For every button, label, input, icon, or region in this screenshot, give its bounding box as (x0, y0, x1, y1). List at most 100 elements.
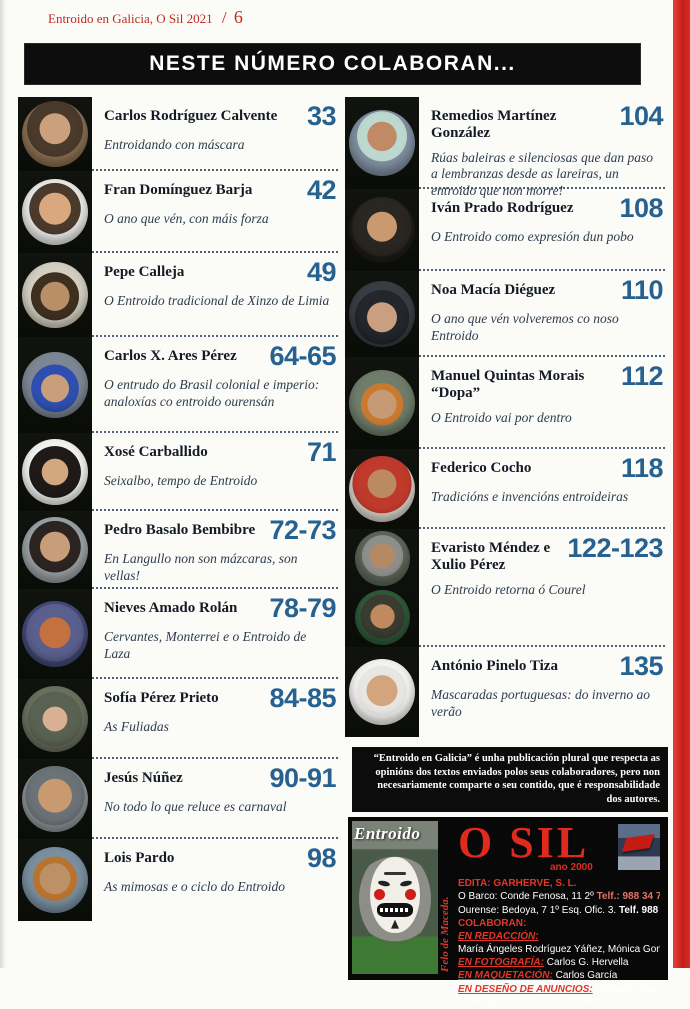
address-obarco: O Barco: Conde Fenosa, 11 2º (458, 891, 594, 903)
page-number: 135 (619, 651, 663, 681)
page-number: 33 (306, 101, 337, 131)
page-number: 84-85 (269, 683, 336, 713)
publisher-year: ano 2000 (550, 862, 593, 874)
cover-caption: Felo de Maceda. (439, 896, 451, 972)
contributor-entry: Noa Macía Diéguez 110 O ano que vén volve… (345, 271, 665, 357)
contributor-name: António Pinelo Tiza (431, 658, 558, 674)
photo-strip-cell (18, 759, 92, 839)
contributor-photo (22, 439, 88, 505)
photo-strip-cell (18, 253, 92, 337)
photo-strip-cell (18, 97, 92, 171)
page-number: 78-79 (269, 593, 336, 623)
contributor-entry: Xosé Carballido 71 Seixalbo, tempo de Ent… (18, 433, 338, 511)
article-title: No todo lo que reluce es carnaval (104, 799, 287, 814)
contributor-entry: Nieves Amado Rolán 78-79 Cervantes, Monte… (18, 589, 338, 679)
contributor-photo (22, 847, 88, 913)
page-number: 72-73 (269, 515, 336, 545)
section-banner: NESTE NÚMERO COLABORAN... (25, 44, 640, 84)
running-header-title: Entroido en Galicia, O Sil 2021 (48, 11, 213, 26)
photo-strip-cell (18, 511, 92, 589)
photo-strip-cell (345, 97, 419, 189)
article-title: O Entroido vai por dentro (431, 409, 572, 425)
page-number: 104 (619, 101, 663, 131)
fotografia-label: EN FOTOGRAFÍA: (458, 957, 544, 969)
contributor-name: Iván Prado Rodríguez (431, 200, 574, 216)
section-banner-title: NESTE NÚMERO COLABORAN... (149, 52, 516, 75)
article-title: O ano que vén volveremos co noso Entroid… (431, 311, 619, 343)
contributor-photo (349, 659, 415, 725)
contributor-name: Jesús Núñez (104, 770, 183, 786)
publisher-info-box: Entroido Felo de Maceda. O SIL ano 2000 … (348, 816, 668, 1008)
page-number: 90-91 (269, 763, 336, 793)
red-book-graphic (621, 833, 655, 852)
page-number: 112 (620, 361, 664, 391)
maquetacion-label: EN MAQUETACIÓN: (458, 970, 553, 982)
contributor-name: Evaristo Méndez e Xulio Pérez (431, 540, 551, 574)
contributor-photo (354, 531, 410, 586)
edita-value: GARHERVE, S. L. (493, 878, 577, 890)
phone-obarco: Telf.: 988 34 70 12 (596, 891, 660, 903)
photo-strip-cell (345, 357, 419, 449)
photo-strip-cell (18, 171, 92, 253)
cover-title: Entroido (354, 823, 421, 843)
photo-strip-cell (345, 647, 419, 737)
contributor-entry: Iván Prado Rodríguez 108 O Entroido como … (345, 189, 665, 271)
contributor-photo (22, 686, 88, 752)
contributor-photo (22, 101, 88, 167)
edita-label: EDITA: (458, 878, 491, 890)
article-title: En Langullo non son mázcaras, son vellas… (104, 551, 298, 583)
contributor-photo (22, 262, 88, 328)
colaboran-label: COLABORAN: (458, 917, 527, 929)
contributor-entry: Pedro Basalo Bembibre 72-73 En Langullo n… (18, 511, 338, 589)
article-title: O Entroido tradicional de Xinzo de Limia (104, 293, 330, 308)
phone-ourense: Telf. 988 60 10 90 (618, 904, 660, 916)
contributor-name: Nieves Amado Rolán (104, 600, 238, 616)
photo-strip-cell (18, 679, 92, 759)
photo-strip-cell (345, 449, 419, 529)
anuncios-name: Fernando Santalla Quiroga (595, 983, 660, 995)
article-title: Tradicións e invencións entroideiras (431, 489, 629, 504)
contributor-entry: Jesús Núñez 90-91 No todo lo que reluce e… (18, 759, 338, 839)
anuncios-label: EN DESEÑO DE ANUNCIOS: (458, 983, 593, 995)
felo-mask-graphic (370, 856, 420, 933)
contributor-name: Remedios Martínez González (431, 108, 557, 142)
contributor-entry: Carlos Rodríguez Calvente 33 Entroidando … (18, 97, 338, 171)
contents-column-left: Carlos Rodríguez Calvente 33 Entroidando … (18, 97, 338, 980)
article-title: Entroidando con máscara (104, 137, 245, 152)
magazine-cover-thumbnail: Entroido (352, 820, 438, 974)
contributor-name: Sofía Pérez Prieto (104, 690, 219, 706)
redaccion-label: EN REDACCIÓN: (458, 930, 539, 942)
contributor-entry: Federico Cocho 118 Tradicións e invención… (345, 449, 665, 529)
running-header-page-number: 6 (233, 7, 243, 27)
photo-strip-cell (345, 189, 419, 271)
contents-columns: Carlos Rodríguez Calvente 33 Entroidando … (0, 97, 690, 1008)
photo-strip-cell (18, 589, 92, 679)
contributor-name: Lois Pardo (104, 850, 175, 866)
contributor-photo (349, 370, 415, 436)
page-number: 42 (306, 175, 337, 205)
article-title: Mascaradas portuguesas: do inverno ao ve… (431, 687, 650, 719)
article-title: O ano que vén, con máis forza (104, 211, 269, 226)
contributor-entry: Lois Pardo 98 As mimosas e o ciclo do Ent… (18, 839, 338, 921)
article-title: Seixalbo, tempo de Entroido (104, 473, 258, 488)
redaccion-names: María Ángeles Rodríguez Yáñez, Mónica Go… (458, 944, 660, 956)
contributor-photo (349, 110, 415, 176)
contributor-name: Noa Macía Diéguez (431, 282, 556, 298)
contributor-photo (349, 197, 415, 263)
contributor-entry: António Pinelo Tiza 135 Mascaradas portug… (345, 647, 665, 737)
address-ourense: Ourense: Bedoya, 7 1º Esq. Ofic. 3. (458, 904, 617, 916)
contributor-photo (22, 179, 88, 245)
page-number: 49 (306, 257, 337, 287)
fotografia-name: Carlos G. Hervella (546, 957, 629, 969)
publisher-details: O SIL ano 2000 EDITA: GARHERVE, S. L. O … (452, 820, 664, 1008)
contributor-name: Carlos X. Ares Pérez (104, 348, 237, 364)
contributor-name: Fran Domínguez Barja (104, 182, 253, 198)
contributor-name: Manuel Quintas Morais “Dopa” (431, 368, 585, 402)
photo-strip-cell (18, 337, 92, 433)
photo-strip-cell (18, 433, 92, 511)
contributor-photo (22, 352, 88, 418)
contributor-name: Carlos Rodríguez Calvente (104, 108, 278, 124)
contributor-photo (354, 590, 410, 645)
article-title: As mimosas e o ciclo do Entroido (104, 879, 285, 894)
photo-strip-cell (345, 271, 419, 357)
